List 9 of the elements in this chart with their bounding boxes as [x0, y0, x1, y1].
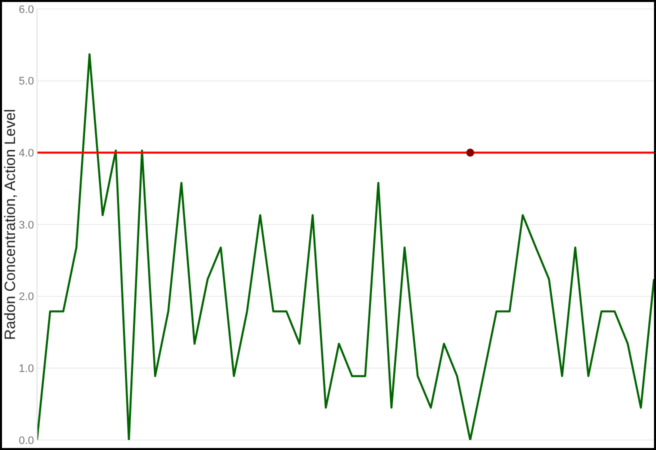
y-tick-label: 0.0 — [18, 434, 34, 447]
line-series — [37, 53, 654, 440]
y-tick-label: 1.0 — [18, 363, 34, 376]
y-tick-label: 3.0 — [18, 219, 34, 232]
y-tick-label: 2.0 — [18, 291, 34, 304]
y-axis-title: Radon Concentration, Action Level — [2, 109, 18, 340]
y-tick-label: 6.0 — [18, 4, 34, 16]
y-tick-label: 5.0 — [18, 76, 34, 88]
y-tick-label: 4.0 — [18, 148, 34, 160]
